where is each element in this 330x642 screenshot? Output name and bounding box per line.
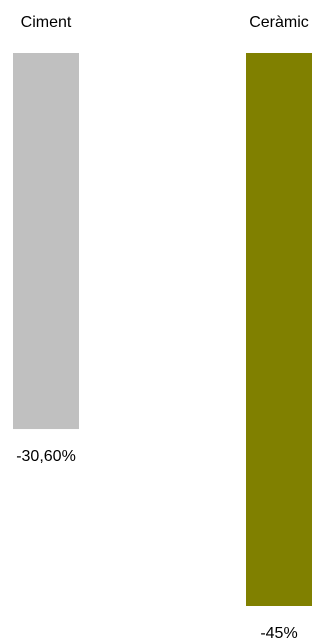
bars-group — [13, 53, 312, 606]
bar-ceràmic — [246, 53, 312, 606]
category-label: Ceràmic — [249, 14, 309, 31]
value-label: -45% — [260, 625, 297, 642]
category-label: Ciment — [21, 14, 72, 31]
labels-group: Ciment -30,60% Ceràmic -45% — [16, 14, 309, 642]
bar-ciment — [13, 53, 79, 430]
value-label: -30,60% — [16, 448, 76, 465]
